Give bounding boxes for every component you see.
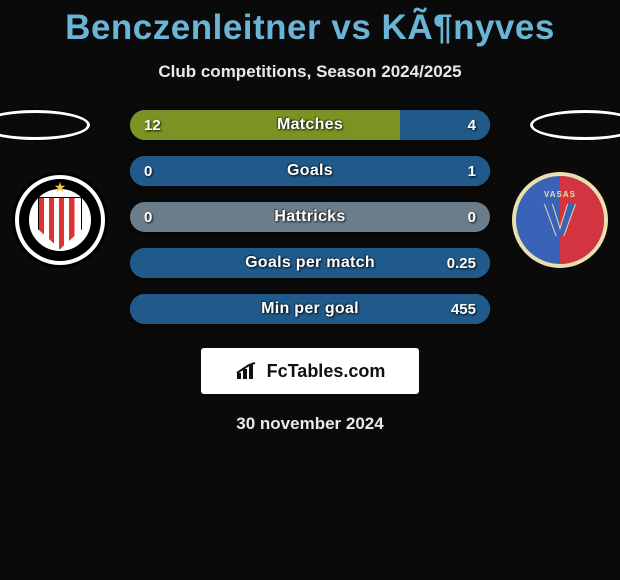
stat-label: Matches xyxy=(130,110,490,140)
stat-bar: 00Hattricks xyxy=(130,202,490,232)
stat-bar: 124Matches xyxy=(130,110,490,140)
comparison-card: Benczenleitner vs KÃ¶nyves Club competit… xyxy=(0,0,620,434)
team-crest-right: VASAS V xyxy=(512,172,608,268)
player2-name: KÃ¶nyves xyxy=(382,8,555,47)
vs-label: vs xyxy=(331,8,371,47)
stats-column: 124Matches 01Goals 00Hattricks 0.25Goals pe… xyxy=(120,110,500,340)
star-icon: ★ xyxy=(54,179,67,196)
player-photo-placeholder-left xyxy=(0,110,90,140)
stat-bar: 01Goals xyxy=(130,156,490,186)
right-side: VASAS V xyxy=(500,110,620,268)
date-label: 30 november 2024 xyxy=(0,414,620,434)
branding-text: FcTables.com xyxy=(267,361,386,382)
chart-icon xyxy=(235,361,261,381)
page-title: Benczenleitner vs KÃ¶nyves xyxy=(0,8,620,48)
player-photo-placeholder-right xyxy=(530,110,620,140)
subtitle: Club competitions, Season 2024/2025 xyxy=(0,62,620,82)
stat-bar: 455Min per goal xyxy=(130,294,490,324)
stat-label: Goals xyxy=(130,156,490,186)
team-crest-left: ★ xyxy=(12,172,108,268)
crest-v: V xyxy=(516,176,604,264)
left-side: ★ xyxy=(0,110,120,268)
player1-name: Benczenleitner xyxy=(65,8,321,47)
stat-label: Hattricks xyxy=(130,202,490,232)
stat-label: Goals per match xyxy=(130,248,490,278)
stat-label: Min per goal xyxy=(130,294,490,324)
stat-bar: 0.25Goals per match xyxy=(130,248,490,278)
branding-box[interactable]: FcTables.com xyxy=(201,348,419,394)
main-row: ★ 124Matches 01Goals 00Hattricks 0.25Goals … xyxy=(0,110,620,340)
